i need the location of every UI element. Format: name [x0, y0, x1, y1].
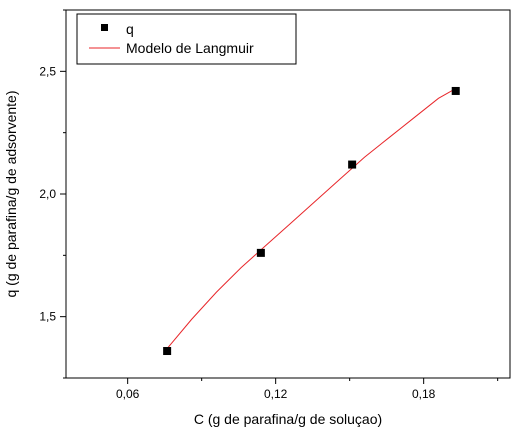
- y-tick-label-0: 1,5: [39, 310, 56, 324]
- legend: q Modelo de Langmuir: [76, 13, 297, 65]
- x-axis-label: C (g de parafina/g de soluçao): [194, 411, 382, 427]
- y-tick-label-1: 2,0: [39, 187, 56, 201]
- legend-box: [76, 13, 297, 65]
- legend-marker-q: [101, 24, 108, 31]
- y-axis-label: q (g de parafina/g de adsorvente): [3, 90, 19, 297]
- x-tick-label-2: 0,18: [412, 387, 436, 401]
- x-tick-label-0: 0,06: [116, 387, 140, 401]
- x-axis: 0,06 0,12 0,18: [116, 378, 499, 401]
- y-tick-label-2: 2,5: [39, 64, 56, 78]
- y-axis: 1,5 2,0 2,5: [39, 9, 66, 379]
- data-point-1: [256, 248, 265, 257]
- data-point-2: [348, 160, 357, 169]
- data-point-3: [451, 86, 460, 95]
- series-line-langmuir: [166, 88, 456, 349]
- series-layer: [163, 86, 460, 356]
- legend-label-q: q: [126, 21, 134, 37]
- legend-label-langmuir: Modelo de Langmuir: [126, 40, 254, 56]
- plot-frame: [65, 9, 511, 379]
- data-point-0: [163, 347, 172, 356]
- x-tick-label-1: 0,12: [264, 387, 288, 401]
